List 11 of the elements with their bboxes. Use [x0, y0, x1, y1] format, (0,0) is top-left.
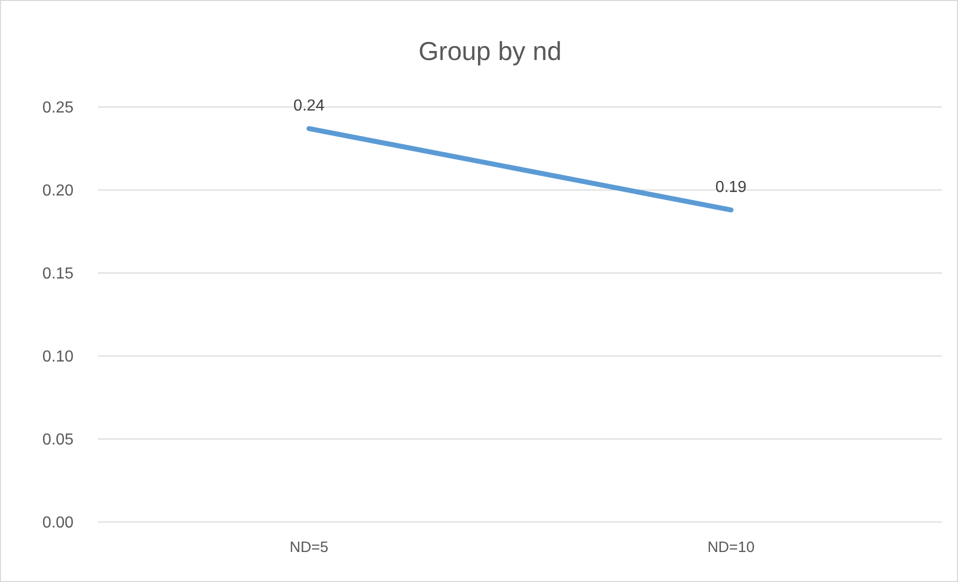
data-label: 0.24 — [293, 98, 325, 115]
data-label: 0.19 — [715, 178, 747, 196]
chart-title: Group by nd — [418, 36, 562, 66]
y-tick-label: 0.10 — [42, 348, 74, 366]
x-tick-label: ND=5 — [290, 539, 328, 556]
x-tick-label: ND=10 — [707, 539, 755, 556]
y-tick-label: 0.00 — [42, 514, 74, 532]
y-tick-label: 0.15 — [42, 266, 74, 283]
y-tick-label: 0.20 — [42, 182, 74, 200]
y-tick-label: 0.05 — [42, 432, 74, 449]
y-tick-label: 0.25 — [42, 100, 74, 117]
